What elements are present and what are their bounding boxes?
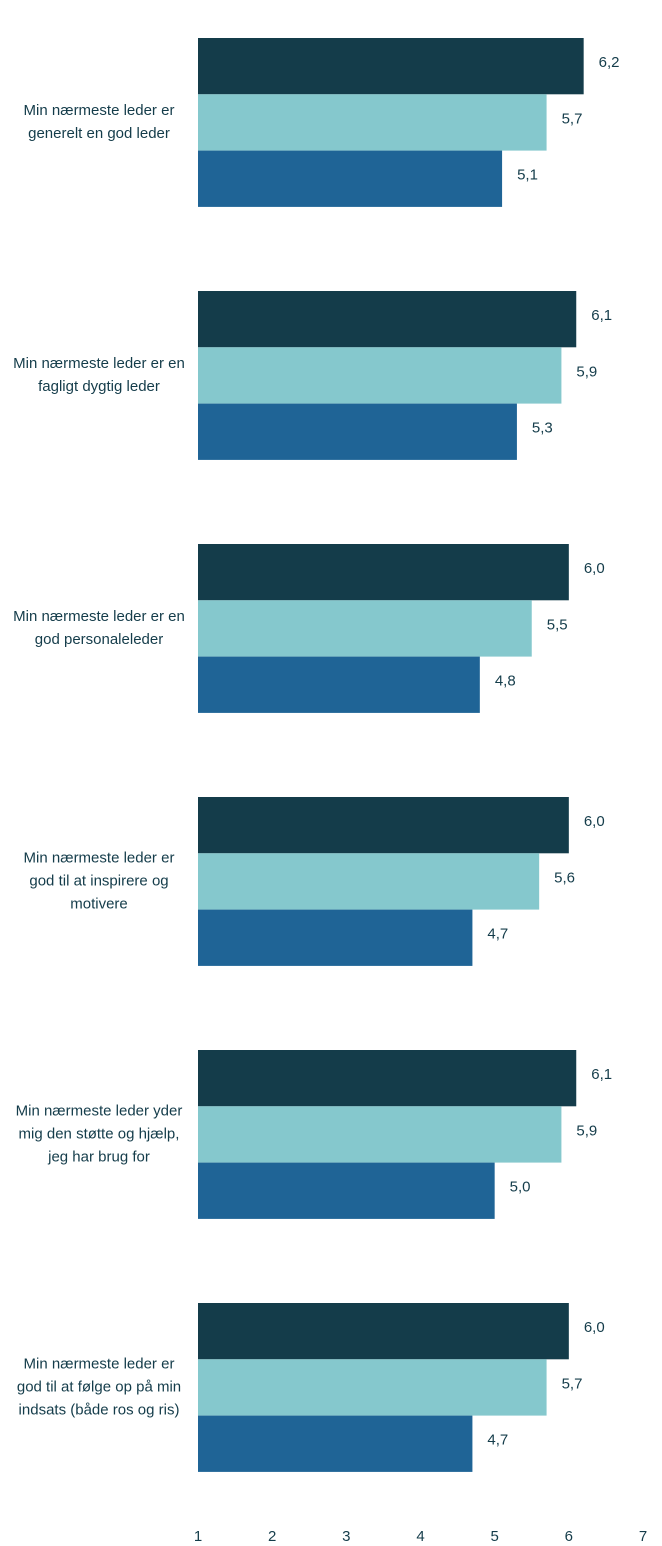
value-label: 5,0 [510, 1179, 531, 1196]
value-label: 6,2 [599, 54, 620, 71]
x-tick-label: 7 [639, 1528, 647, 1545]
x-tick-label: 3 [342, 1528, 350, 1545]
value-label: 5,1 [517, 167, 538, 184]
value-label: 5,6 [554, 869, 575, 886]
category-label: Min nærmeste leder er generelt en god le… [23, 102, 175, 143]
category-label: Min nærmeste leder er en fagligt dygtig … [13, 355, 185, 396]
value-label: 5,9 [576, 363, 597, 380]
value-label: 5,7 [562, 110, 583, 127]
bar [198, 853, 540, 910]
category-label: Min nærmeste leder er god til at følge o… [16, 1355, 182, 1419]
x-tick-label: 2 [268, 1528, 276, 1545]
bar [198, 347, 562, 404]
bar [198, 1050, 577, 1107]
bar [198, 1415, 473, 1472]
bar [198, 656, 480, 713]
bar [198, 291, 577, 348]
bar [198, 38, 584, 95]
bar [198, 1162, 495, 1219]
bar [198, 1106, 562, 1163]
value-label: 4,8 [495, 673, 516, 690]
category-label: Min nærmeste leder yder mig den støtte o… [15, 1102, 183, 1166]
x-tick-label: 6 [565, 1528, 573, 1545]
bar [198, 797, 569, 854]
bar [198, 150, 503, 207]
value-label: 6,1 [591, 1066, 612, 1083]
bar [198, 600, 532, 657]
bar [198, 1303, 569, 1360]
bar [198, 1359, 547, 1416]
value-label: 5,3 [532, 420, 553, 437]
value-label: 4,7 [487, 1432, 508, 1449]
bar [198, 544, 569, 601]
value-label: 5,7 [562, 1375, 583, 1392]
value-label: 6,0 [584, 560, 605, 577]
bar [198, 403, 517, 460]
category-label: Min nærmeste leder er en god personalele… [13, 608, 185, 649]
value-label: 5,9 [576, 1122, 597, 1139]
x-tick-label: 1 [194, 1528, 202, 1545]
bar [198, 94, 547, 151]
category-label: Min nærmeste leder er god til at inspire… [23, 849, 175, 913]
value-label: 6,0 [584, 1319, 605, 1336]
value-label: 6,1 [591, 307, 612, 324]
value-label: 4,7 [487, 926, 508, 943]
x-tick-label: 4 [416, 1528, 424, 1545]
value-label: 5,5 [547, 616, 568, 633]
bar [198, 909, 473, 966]
x-tick-label: 5 [490, 1528, 498, 1545]
value-label: 6,0 [584, 813, 605, 830]
